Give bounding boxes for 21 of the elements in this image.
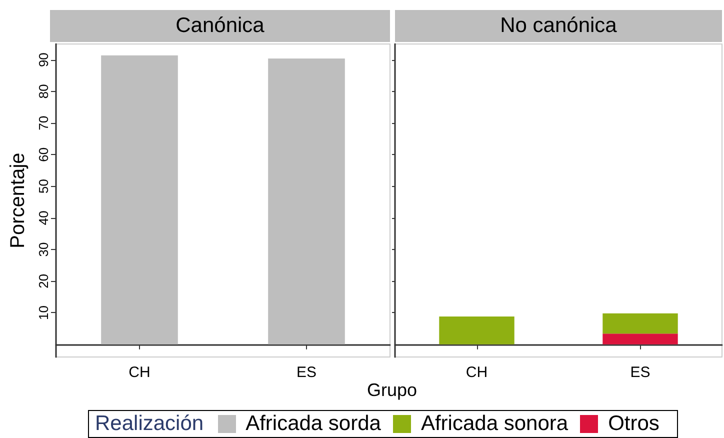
- y-tick-label: 50: [36, 179, 51, 194]
- legend-label: Africada sonora: [420, 412, 568, 436]
- y-tick-label: 10: [36, 306, 51, 320]
- y-tick-label: 30: [36, 242, 51, 257]
- y-tick-label: 80: [36, 84, 51, 99]
- chart-title: Canónica: [50, 10, 390, 42]
- x-tick-label: ES: [630, 364, 650, 381]
- x-tick-label: CH: [128, 364, 150, 381]
- y-tick-label: 60: [36, 147, 51, 162]
- legend-title: Realización: [95, 412, 204, 436]
- y-axis-title: Porcentaje: [7, 152, 29, 248]
- legend-label: Otros: [608, 412, 660, 436]
- x-tick-label: ES: [296, 364, 317, 381]
- x-tick-label: CH: [466, 364, 488, 381]
- y-tick-label: 20: [36, 274, 51, 288]
- y-tick-label: 40: [36, 210, 51, 226]
- legend-label: Africada sorda: [246, 412, 381, 436]
- y-tick-label: 90: [36, 52, 51, 68]
- y-tick-label: 70: [36, 116, 51, 130]
- x-axis-title: Grupo: [366, 380, 418, 401]
- chart-title: No canónica: [395, 10, 722, 42]
